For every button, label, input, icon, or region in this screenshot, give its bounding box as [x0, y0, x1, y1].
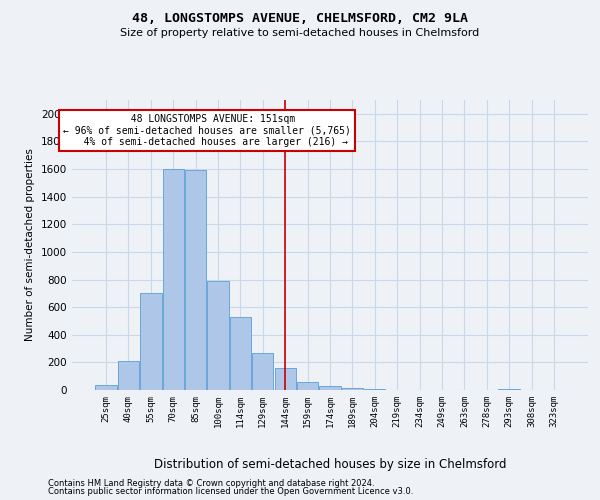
Text: Contains HM Land Registry data © Crown copyright and database right 2024.: Contains HM Land Registry data © Crown c…: [48, 478, 374, 488]
Bar: [163, 169, 184, 390]
Bar: [275, 368, 296, 390]
Bar: [185, 170, 206, 390]
Bar: [95, 385, 117, 390]
Bar: [252, 352, 274, 390]
Text: 48 LONGSTOMPS AVENUE: 151sqm
← 96% of semi-detached houses are smaller (5,765)
 : 48 LONGSTOMPS AVENUE: 151sqm ← 96% of se…: [63, 114, 351, 147]
Bar: [208, 281, 229, 390]
Bar: [342, 388, 363, 390]
Bar: [140, 294, 161, 390]
Bar: [319, 386, 341, 390]
Bar: [364, 388, 385, 390]
Y-axis label: Number of semi-detached properties: Number of semi-detached properties: [25, 148, 35, 342]
Text: Size of property relative to semi-detached houses in Chelmsford: Size of property relative to semi-detach…: [121, 28, 479, 38]
Text: Contains public sector information licensed under the Open Government Licence v3: Contains public sector information licen…: [48, 487, 413, 496]
Bar: [297, 382, 318, 390]
Text: 48, LONGSTOMPS AVENUE, CHELMSFORD, CM2 9LA: 48, LONGSTOMPS AVENUE, CHELMSFORD, CM2 9…: [132, 12, 468, 26]
Bar: [499, 388, 520, 390]
Bar: [230, 317, 251, 390]
Bar: [118, 361, 139, 390]
X-axis label: Distribution of semi-detached houses by size in Chelmsford: Distribution of semi-detached houses by …: [154, 458, 506, 470]
